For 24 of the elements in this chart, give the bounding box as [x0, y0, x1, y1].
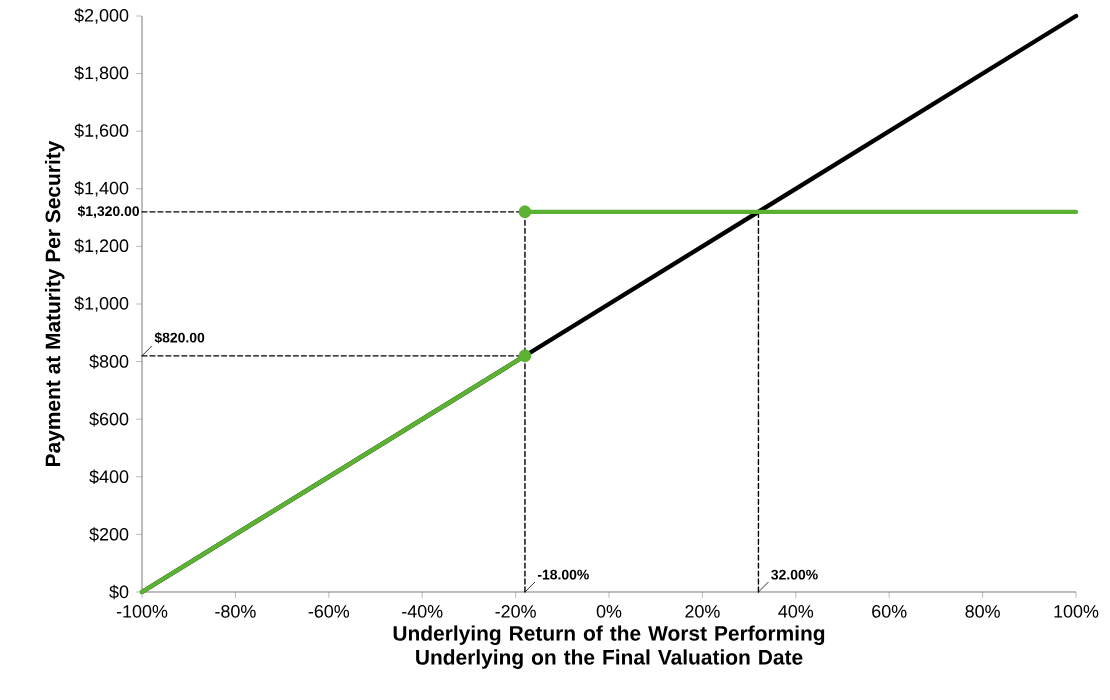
x-tick-label: 40%	[778, 605, 814, 618]
x-tick-label: -80%	[215, 605, 256, 618]
y-tick-label: $1,800	[74, 65, 129, 82]
y-tick-label: $600	[89, 411, 129, 427]
x-tick-label: 20%	[685, 605, 720, 618]
y-axis-title: Payment at Maturity Per Security	[44, 140, 65, 466]
y-tick-label: $800	[89, 354, 129, 369]
x-tick-label: 100%	[1054, 605, 1099, 618]
y-tick-label: $2,000	[74, 8, 129, 24]
y-tick-label: $0	[109, 584, 129, 600]
x-tick-label: -100%	[116, 605, 168, 618]
y-tick-label: $1,200	[74, 238, 129, 255]
x-tick-label: 0%	[596, 605, 622, 618]
y-tick-label: $1,600	[74, 123, 129, 139]
y-tick-label: $1,400	[74, 181, 129, 197]
x-axis-title: Underlying Return of the Worst Performing Underlying on the Final Valuation Date	[393, 625, 825, 669]
x-tick-label: -60%	[308, 605, 350, 618]
x-tick-label: -20%	[495, 605, 536, 618]
x-tick-label: 80%	[965, 605, 1000, 618]
x-tick-label: 60%	[872, 605, 907, 618]
x-tick-label: -40%	[402, 605, 443, 618]
y-tick-label: $400	[89, 469, 129, 485]
y-tick-label: $1,000	[74, 296, 129, 312]
y-tick-label: $200	[89, 527, 129, 542]
